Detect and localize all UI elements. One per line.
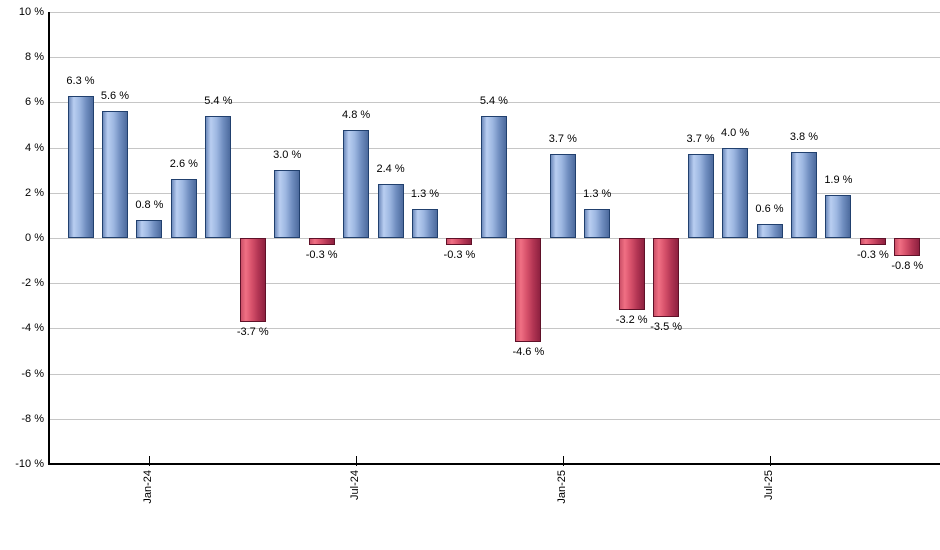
bar-Mar-24	[205, 115, 232, 238]
x-axis-tick-label: Jan-24	[142, 470, 155, 504]
bar-Dec-23	[101, 111, 128, 238]
bar-value-label: 4.8 %	[342, 108, 371, 121]
bar-value-label: -4.6 %	[512, 345, 545, 358]
bar-value-label: 1.9 %	[824, 174, 853, 187]
bar-value-label: 3.8 %	[789, 131, 818, 144]
y-axis-tick-label: 6 %	[25, 96, 44, 109]
bar-Sep-24	[412, 208, 438, 238]
x-axis-tick-mark	[149, 456, 151, 466]
x-axis-tick-mark	[769, 456, 771, 466]
y-axis-tick-label: -2 %	[21, 277, 44, 290]
bar-value-label: 5.4 %	[479, 94, 508, 107]
bar-value-label: 0.8 %	[135, 198, 164, 211]
bar-value-label: -0.3 %	[443, 248, 476, 261]
bar-Nov-24	[480, 115, 507, 238]
y-axis-tick-label: 10 %	[18, 6, 44, 18]
bar-Apr-25	[653, 238, 680, 318]
bar-value-label: -0.3 %	[856, 248, 889, 261]
bar-Oct-24	[446, 238, 473, 245]
bar-Mar-25	[618, 238, 645, 311]
bar-Oct-25	[859, 238, 886, 245]
bar-Jun-25	[722, 147, 749, 238]
bar-Aug-24	[377, 183, 404, 238]
bar-value-label: 3.7 %	[686, 133, 715, 146]
bar-Sep-25	[825, 195, 852, 238]
x-axis-line	[48, 463, 940, 465]
bar-Apr-24	[239, 238, 266, 322]
bar-May-25	[687, 154, 714, 238]
y-axis-tick-label: -6 %	[21, 367, 44, 380]
x-axis-tick-label: Jul-24	[349, 470, 362, 500]
bar-value-label: 2.6 %	[169, 158, 198, 171]
bar-May-24	[274, 170, 301, 238]
gridline	[49, 57, 940, 59]
bar-value-label: 3.0 %	[273, 149, 302, 162]
bar-value-label: -0.3 %	[305, 248, 338, 261]
gridline	[49, 238, 940, 239]
bar-value-label: -3.7 %	[236, 325, 269, 338]
bar-Jan-25	[549, 154, 576, 238]
y-axis-tick-label: 2 %	[25, 186, 44, 199]
y-axis-line	[48, 12, 50, 464]
y-axis-tick-label: -10 %	[15, 458, 44, 470]
bar-Nov-25	[894, 238, 921, 257]
bar-Aug-25	[790, 152, 817, 238]
bar-Jun-24	[308, 238, 335, 245]
gridline	[49, 418, 940, 420]
bar-Dec-24	[515, 238, 542, 342]
bar-value-label: -3.2 %	[615, 314, 648, 327]
bar-value-label: 5.6 %	[100, 90, 129, 103]
gridline	[49, 283, 940, 285]
bar-value-label: 1.3 %	[410, 187, 440, 200]
bar-Feb-25	[584, 208, 611, 238]
x-axis-tick-label: Jul-25	[762, 470, 775, 500]
bar-value-label: 5.4 %	[204, 94, 233, 107]
y-axis-tick-label: -8 %	[21, 412, 44, 425]
bar-value-label: 2.4 %	[376, 162, 405, 175]
bar-Feb-24	[170, 179, 197, 238]
bar-Nov-23	[67, 95, 94, 238]
bar-value-label: -0.8 %	[891, 260, 924, 273]
x-axis-tick-label: Jan-25	[555, 470, 568, 504]
bar-Jul-25	[756, 224, 783, 238]
bar-Jan-24	[136, 219, 163, 238]
y-axis-tick-label: 0 %	[25, 232, 44, 244]
bar-value-label: 1.3 %	[583, 187, 612, 200]
gridline	[49, 102, 940, 104]
bar-Jul-24	[343, 129, 370, 238]
bar-value-label: 6.3 %	[66, 74, 95, 87]
bar-value-label: 0.6 %	[755, 203, 784, 216]
x-axis-tick-mark	[356, 456, 358, 466]
gridline	[49, 328, 940, 330]
y-axis-tick-label: 8 %	[25, 51, 44, 64]
y-axis-tick-label: -4 %	[21, 322, 44, 335]
bar-value-label: 3.7 %	[548, 133, 577, 146]
x-axis-tick-mark	[562, 456, 564, 466]
bar-value-label: -3.5 %	[650, 321, 683, 334]
bar-value-label: 4.0 %	[720, 126, 750, 139]
y-axis-tick-label: 4 %	[25, 141, 44, 154]
gridline	[49, 12, 940, 13]
gridline	[49, 373, 940, 375]
